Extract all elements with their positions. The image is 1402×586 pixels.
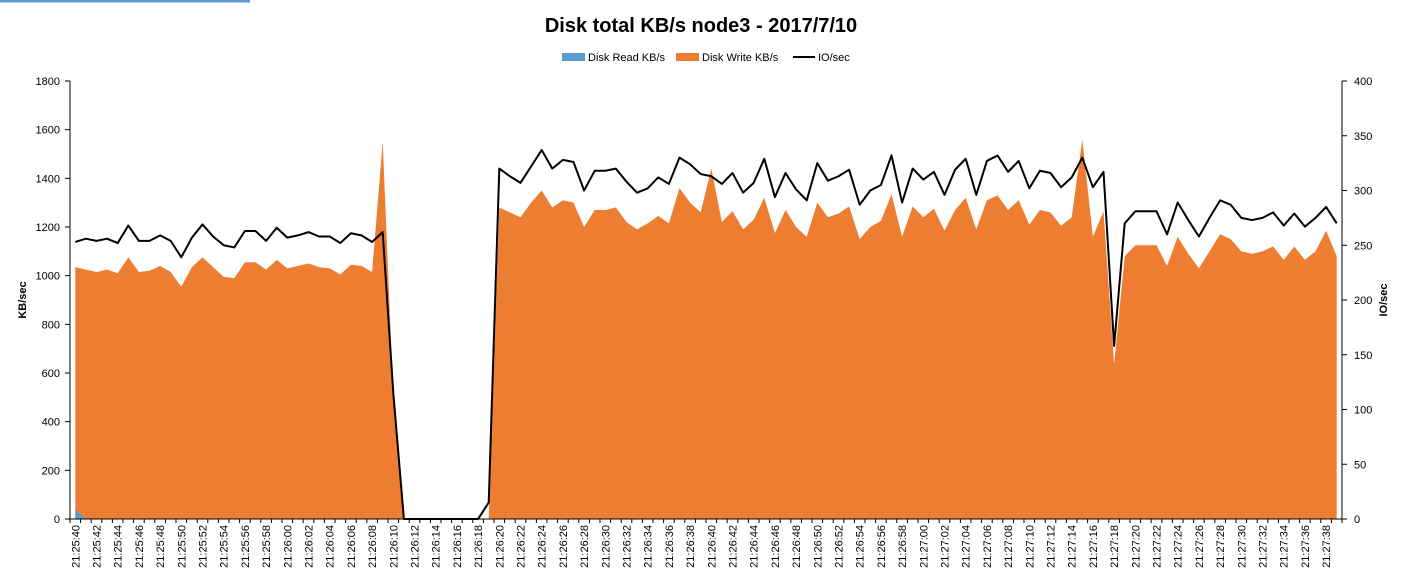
legend-label-disk-read: Disk Read KB/s — [588, 52, 666, 64]
x-tick-label: 21:27:28 — [1215, 525, 1227, 568]
x-tick-label: 21:25:40 — [70, 525, 82, 568]
y-tick-label-left: 1200 — [36, 222, 60, 234]
x-tick-label: 21:26:06 — [346, 525, 358, 568]
legend-swatch-disk-write — [676, 53, 699, 61]
x-tick-label: 21:26:28 — [579, 525, 591, 568]
x-tick-label: 21:25:48 — [155, 525, 167, 568]
x-tick-label: 21:26:12 — [410, 525, 422, 568]
y-tick-label-left: 800 — [42, 319, 60, 331]
x-tick-label: 21:26:54 — [855, 525, 867, 568]
y-tick-label-right: 350 — [1354, 131, 1372, 143]
x-tick-label: 21:26:16 — [452, 525, 464, 568]
y-tick-label-left: 200 — [42, 465, 60, 477]
x-tick-label: 21:25:52 — [198, 525, 210, 568]
x-tick-label: 21:26:48 — [791, 525, 803, 568]
legend: Disk Read KB/s Disk Write KB/s IO/sec — [562, 52, 850, 64]
x-tick-label: 21:27:04 — [961, 525, 973, 568]
axes: 0 200 400 600 800 1000 1200 1400 1600 1800 0 50 100 1… — [36, 76, 1373, 568]
x-tick-label: 21:26:04 — [325, 525, 337, 568]
x-tick-label: 21:25:46 — [134, 525, 146, 568]
x-tick-label: 21:26:40 — [706, 525, 718, 568]
x-tick-label: 21:26:10 — [388, 525, 400, 568]
x-tick-label: 21:26:30 — [600, 525, 612, 568]
legend-label-disk-write: Disk Write KB/s — [702, 52, 779, 64]
x-tick-label: 21:27:22 — [1152, 525, 1164, 568]
x-tick-label: 21:27:06 — [982, 525, 994, 568]
x-tick-label: 21:25:56 — [240, 525, 252, 568]
x-tick-label: 21:26:56 — [876, 525, 888, 568]
x-tick-label: 21:25:58 — [261, 525, 273, 568]
x-tick-label: 21:26:38 — [685, 525, 697, 568]
x-tick-label: 21:27:10 — [1024, 525, 1036, 568]
series-line-io-sec — [75, 148, 1338, 520]
x-tick-label: 21:25:50 — [176, 525, 188, 568]
y-tick-label-right: 50 — [1354, 459, 1366, 471]
x-tick-label: 21:26:34 — [643, 525, 655, 568]
x-tick-label: 21:27:26 — [1194, 525, 1206, 568]
y-tick-label-left: 0 — [54, 514, 60, 526]
x-tick-label: 21:26:14 — [431, 525, 443, 568]
x-tick-label: 21:26:58 — [897, 525, 909, 568]
x-tick-label: 21:27:20 — [1130, 525, 1142, 568]
y-tick-label-right: 400 — [1354, 76, 1372, 88]
y-tick-label-left: 600 — [42, 368, 60, 380]
x-tick-label: 21:26:44 — [749, 525, 761, 568]
x-tick-label: 21:25:44 — [113, 525, 125, 568]
y-tick-label-right: 150 — [1354, 350, 1372, 362]
x-tick-label: 21:27:36 — [1300, 525, 1312, 568]
y-tick-label-right: 300 — [1354, 186, 1372, 198]
x-tick-label: 21:27:12 — [1046, 525, 1058, 568]
legend-swatch-disk-read — [562, 53, 585, 61]
y-tick-label-left: 1600 — [36, 125, 60, 137]
x-tick-label: 21:27:08 — [1003, 525, 1015, 568]
x-tick-label: 21:27:14 — [1067, 525, 1079, 568]
x-tick-label: 21:26:02 — [304, 525, 316, 568]
x-tick-label: 21:27:30 — [1236, 525, 1248, 568]
y-tick-label-left: 400 — [42, 417, 60, 429]
x-tick-label: 21:26:24 — [537, 525, 549, 568]
x-tick-label: 21:27:24 — [1173, 525, 1185, 568]
x-tick-label: 21:27:00 — [918, 525, 930, 568]
x-tick-label: 21:26:22 — [516, 525, 528, 568]
x-tick-label: 21:27:18 — [1109, 525, 1121, 568]
x-tick-label: 21:26:08 — [367, 525, 379, 568]
x-tick-label: 21:27:34 — [1279, 525, 1291, 568]
x-tick-label: 21:27:16 — [1088, 525, 1100, 568]
y-axis-title-right: IO/sec — [1378, 283, 1390, 316]
x-tick-label: 21:27:38 — [1321, 525, 1333, 568]
x-tick-label: 21:25:54 — [219, 525, 231, 568]
series-area-disk-write-kb-s — [75, 139, 1337, 519]
x-tick-label: 21:26:42 — [728, 525, 740, 568]
x-tick-label: 21:26:50 — [812, 525, 824, 568]
y-tick-label-right: 100 — [1354, 405, 1372, 417]
y-tick-label-right: 250 — [1354, 240, 1372, 252]
plot-area — [75, 139, 1338, 520]
x-tick-label: 21:26:32 — [622, 525, 634, 568]
y-tick-label-right: 0 — [1354, 514, 1360, 526]
x-tick-label: 21:25:42 — [92, 525, 104, 568]
x-tick-label: 21:26:20 — [494, 525, 506, 568]
y-axis-title-left: KB/sec — [17, 281, 29, 318]
y-tick-label-left: 1400 — [36, 173, 60, 185]
x-tick-label: 21:26:18 — [473, 525, 485, 568]
x-tick-label: 21:26:52 — [834, 525, 846, 568]
y-tick-label-left: 1000 — [36, 271, 60, 283]
x-tick-label: 21:26:00 — [282, 525, 294, 568]
x-tick-label: 21:26:36 — [664, 525, 676, 568]
chart-title: Disk total KB/s node3 - 2017/7/10 — [545, 15, 857, 37]
y-tick-label-left: 1800 — [36, 76, 60, 88]
x-tick-label: 21:27:32 — [1258, 525, 1270, 568]
y-tick-label-right: 200 — [1354, 295, 1372, 307]
legend-label-io-sec: IO/sec — [818, 52, 850, 64]
x-tick-label: 21:26:46 — [770, 525, 782, 568]
x-tick-label: 21:26:26 — [558, 525, 570, 568]
x-tick-label: 21:27:02 — [940, 525, 952, 568]
